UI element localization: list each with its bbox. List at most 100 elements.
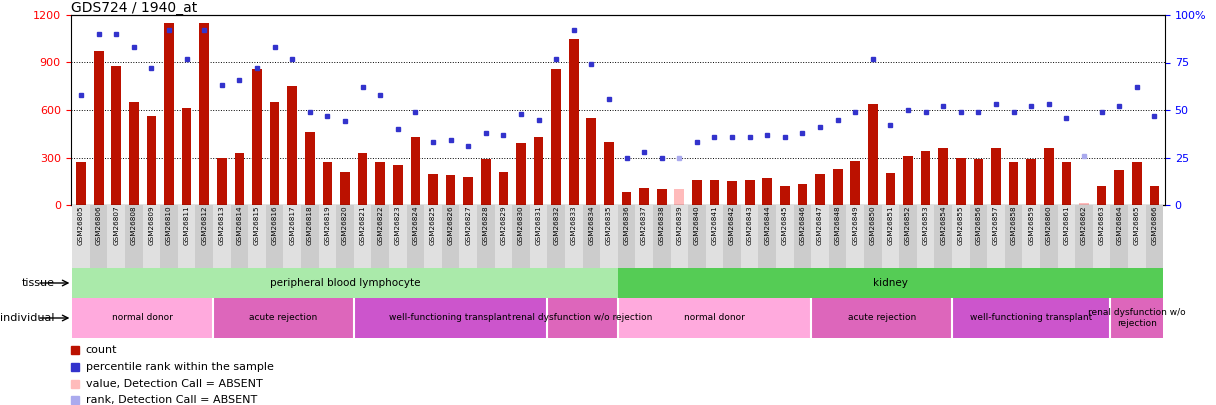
Bar (618, 268, 1164, 298)
Text: GSM26842: GSM26842 (730, 205, 736, 245)
Text: GSM26859: GSM26859 (1029, 205, 1034, 245)
Text: normal donor: normal donor (112, 313, 173, 322)
Text: well-functioning transplant: well-functioning transplant (389, 313, 512, 322)
Bar (164, 23, 174, 205)
Bar (794, 205, 811, 268)
Bar (1097, 186, 1107, 205)
Bar (640, 188, 649, 205)
Bar (129, 102, 139, 205)
Text: individual: individual (0, 313, 55, 323)
Text: GSM26844: GSM26844 (765, 205, 770, 245)
Text: acute rejection: acute rejection (249, 313, 317, 322)
Bar (1093, 205, 1110, 268)
Bar (142, 205, 161, 268)
Text: GSM26813: GSM26813 (219, 205, 225, 245)
Text: GSM26835: GSM26835 (606, 205, 612, 245)
Text: GSM26845: GSM26845 (782, 205, 788, 245)
Bar (1075, 205, 1093, 268)
Text: GSM26855: GSM26855 (958, 205, 964, 245)
Bar (565, 205, 582, 268)
Text: GSM26815: GSM26815 (254, 205, 260, 245)
Bar (710, 181, 720, 205)
Bar (903, 156, 913, 205)
Text: GSM26826: GSM26826 (447, 205, 454, 245)
Bar (534, 137, 544, 205)
Bar (547, 298, 618, 338)
Bar (934, 205, 952, 268)
Bar (424, 205, 441, 268)
Text: GSM26825: GSM26825 (430, 205, 437, 245)
Text: GSM26848: GSM26848 (834, 205, 840, 245)
Text: GSM26822: GSM26822 (377, 205, 383, 245)
Bar (868, 104, 878, 205)
Text: GSM26857: GSM26857 (993, 205, 1000, 245)
Text: GSM26808: GSM26808 (131, 205, 137, 245)
Bar (1145, 205, 1164, 268)
Text: GSM26851: GSM26851 (888, 205, 894, 245)
Bar (653, 205, 670, 268)
Bar (939, 148, 948, 205)
Bar (516, 143, 525, 205)
Bar (582, 205, 601, 268)
Bar (776, 205, 794, 268)
Bar (865, 205, 882, 268)
Text: GSM26810: GSM26810 (167, 205, 171, 245)
Bar (77, 162, 86, 205)
Bar (231, 205, 248, 268)
Bar (336, 205, 354, 268)
Bar (798, 184, 807, 205)
Text: acute rejection: acute rejection (848, 313, 916, 322)
Bar (547, 205, 565, 268)
Bar (670, 205, 688, 268)
Bar (759, 205, 776, 268)
Bar (551, 69, 561, 205)
Bar (72, 205, 90, 268)
Text: GSM26839: GSM26839 (676, 205, 682, 245)
Bar (196, 205, 213, 268)
Bar (319, 205, 336, 268)
Bar (815, 174, 824, 205)
Bar (882, 205, 900, 268)
Bar (147, 116, 157, 205)
Text: GSM26860: GSM26860 (1046, 205, 1052, 245)
Bar (463, 177, 473, 205)
Text: rank, Detection Call = ABSENT: rank, Detection Call = ABSENT (86, 395, 257, 405)
Bar (322, 162, 332, 205)
Bar (1110, 205, 1128, 268)
Text: GSM26865: GSM26865 (1133, 205, 1139, 245)
Text: GSM26811: GSM26811 (184, 205, 190, 245)
Text: GSM26809: GSM26809 (148, 205, 154, 245)
Text: GSM26841: GSM26841 (711, 205, 717, 245)
Text: GSM26854: GSM26854 (940, 205, 946, 245)
Bar (266, 205, 283, 268)
Bar (618, 205, 635, 268)
Text: GSM26812: GSM26812 (202, 205, 207, 245)
Text: GSM26838: GSM26838 (659, 205, 665, 245)
Bar (287, 86, 297, 205)
Bar (601, 205, 618, 268)
Bar (1110, 298, 1164, 338)
Bar (900, 205, 917, 268)
Bar (1114, 170, 1124, 205)
Text: GSM26843: GSM26843 (747, 205, 753, 245)
Bar (829, 205, 846, 268)
Text: GSM26858: GSM26858 (1010, 205, 1017, 245)
Bar (1040, 205, 1058, 268)
Text: GSM26829: GSM26829 (500, 205, 506, 245)
Bar (811, 205, 829, 268)
Bar (969, 205, 987, 268)
Bar (779, 186, 789, 205)
Bar (406, 205, 424, 268)
Bar (358, 153, 367, 205)
Text: GSM26850: GSM26850 (869, 205, 876, 245)
Bar (495, 205, 512, 268)
Bar (305, 132, 315, 205)
Bar (811, 298, 952, 338)
Bar (302, 205, 319, 268)
Bar (499, 172, 508, 205)
Bar (885, 173, 895, 205)
Bar (376, 162, 385, 205)
Bar (952, 298, 1110, 338)
Bar (724, 205, 741, 268)
Bar (1058, 205, 1075, 268)
